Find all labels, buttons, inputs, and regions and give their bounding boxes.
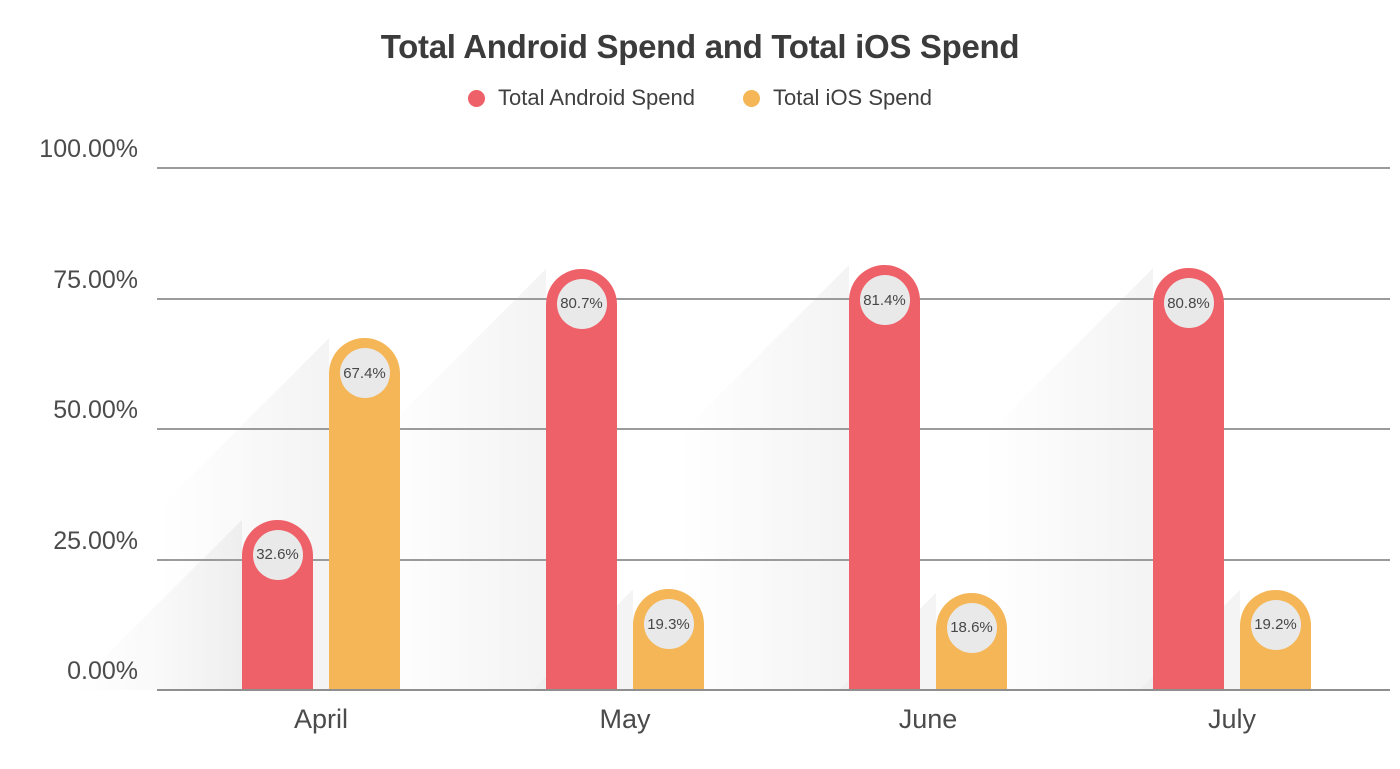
bar-may-total-android-spend[interactable]: 80.7% bbox=[546, 268, 617, 690]
legend-dot-icon bbox=[468, 89, 486, 107]
y-tick-label-0: 0.00% bbox=[67, 657, 138, 685]
gridline-75 bbox=[157, 297, 1390, 300]
legend-item-total-ios-spend[interactable]: Total iOS Spend bbox=[742, 85, 932, 111]
bar-value-badge: 81.4% bbox=[859, 275, 910, 326]
y-tick-label-100: 100.00% bbox=[39, 135, 138, 163]
bar-value-badge: 18.6% bbox=[946, 602, 997, 653]
bar-value-badge: 19.2% bbox=[1250, 599, 1301, 650]
chart-title: Total Android Spend and Total iOS Spend bbox=[380, 28, 1020, 65]
x-tick-label-april: April bbox=[293, 704, 348, 734]
bar-april-total-android-spend[interactable]: 32.6% bbox=[242, 519, 313, 690]
x-tick-label-may: May bbox=[599, 704, 651, 734]
y-tick-label-50: 50.00% bbox=[53, 396, 138, 424]
legend-item-label: Total iOS Spend bbox=[772, 85, 932, 110]
bar-june-total-android-spend[interactable]: 81.4% bbox=[849, 265, 920, 690]
bar-june-total-ios-spend[interactable]: 18.6% bbox=[936, 592, 1007, 690]
bar-value-badge: 80.8% bbox=[1163, 278, 1214, 329]
bar-value-badge: 80.7% bbox=[556, 278, 607, 329]
bar-july-total-ios-spend[interactable]: 19.2% bbox=[1240, 589, 1311, 690]
legend-item-label: Total Android Spend bbox=[498, 85, 695, 110]
y-tick-label-25: 25.00% bbox=[53, 526, 138, 555]
bar-value-badge: 67.4% bbox=[339, 348, 390, 399]
bar-july-total-android-spend[interactable]: 80.8% bbox=[1153, 268, 1224, 690]
legend: Total Android Spend Total iOS Spend bbox=[0, 85, 1400, 111]
y-tick-label-75: 75.00% bbox=[53, 265, 138, 294]
gridline-25 bbox=[157, 558, 1390, 561]
bar-value-badge: 32.6% bbox=[252, 529, 303, 580]
gridline-100 bbox=[157, 167, 1390, 169]
gridline-50 bbox=[157, 428, 1390, 430]
bar-value-badge: 19.3% bbox=[643, 599, 694, 650]
gridline-0 bbox=[157, 689, 1390, 691]
x-tick-label-july: July bbox=[1207, 704, 1256, 734]
bar-may-total-ios-spend[interactable]: 19.3% bbox=[633, 589, 704, 690]
legend-item-total-android-spend[interactable]: Total Android Spend bbox=[468, 85, 695, 111]
x-tick-label-june: June bbox=[898, 704, 958, 734]
legend-dot-icon bbox=[742, 89, 760, 107]
bar-april-total-ios-spend[interactable]: 67.4% bbox=[329, 338, 400, 690]
